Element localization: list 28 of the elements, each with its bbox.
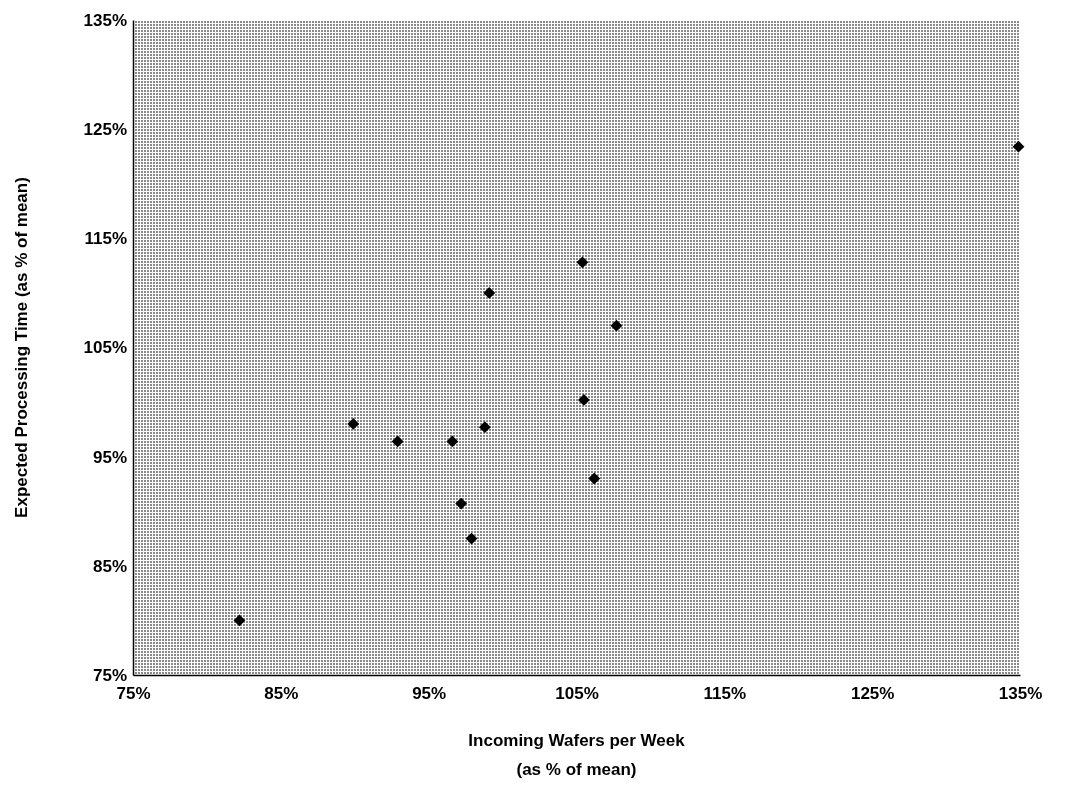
point — [233, 614, 246, 627]
point — [391, 435, 404, 448]
y-axis-title: Expected Processing Time (as % of mean) — [12, 177, 31, 518]
y-tick-label: 115% — [84, 229, 127, 249]
y-tick-label: 75% — [92, 665, 127, 685]
x-tick-label: 125% — [850, 684, 895, 704]
y-tick-label: 85% — [92, 556, 127, 576]
point — [576, 256, 589, 269]
point — [455, 497, 468, 510]
point — [610, 319, 623, 332]
x-tick-label: 75% — [116, 684, 151, 704]
y-tick-label: 105% — [83, 338, 127, 358]
y-tick-label: 125% — [83, 120, 127, 140]
x-tick-label: 85% — [264, 684, 299, 704]
x-tick-label: 115% — [703, 684, 747, 704]
y-tick-label: 135% — [83, 10, 127, 30]
point — [478, 421, 491, 434]
x-tick-label: 135% — [998, 684, 1043, 704]
x-tick-label: 95% — [412, 684, 447, 704]
point — [483, 287, 496, 299]
x-tick-label: 105% — [555, 684, 599, 704]
point — [347, 418, 360, 430]
y-tick-label: 95% — [92, 447, 127, 467]
x-axis-title: Incoming Wafers per Week (as % of mean) — [468, 731, 686, 779]
point — [577, 393, 590, 406]
point — [1012, 140, 1025, 153]
point — [588, 472, 601, 485]
point — [446, 435, 459, 448]
